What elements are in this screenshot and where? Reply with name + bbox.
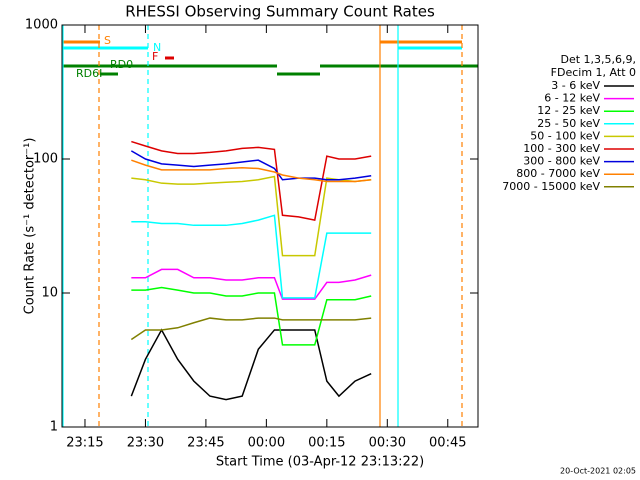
y-tick-label: 100: [33, 152, 58, 167]
annotation: S: [104, 34, 111, 47]
annotation: N: [153, 41, 161, 54]
x-tick-label: 23:15: [66, 436, 103, 451]
y-tick-label: 1000: [25, 18, 58, 33]
series-line: [131, 175, 372, 257]
annotation: F: [152, 50, 158, 63]
annotation: RD0: [110, 58, 133, 71]
series-line: [131, 268, 372, 300]
state-lines: [62, 25, 463, 427]
y-axis-label: Count Rate (s⁻¹ detector⁻¹): [23, 138, 38, 315]
legend-header: Det 1,3,5,6,9,: [560, 53, 636, 66]
series-line: [131, 286, 372, 346]
y-tick-label: 1: [50, 420, 58, 435]
x-tick-label: 00:45: [429, 436, 466, 451]
legend-label: 25 - 50 keV: [537, 117, 600, 130]
legend-label: 3 - 6 keV: [551, 79, 600, 92]
y-tick-label: 10: [41, 286, 58, 301]
annotation: RD6I: [76, 67, 102, 80]
legend-label: 50 - 100 keV: [530, 129, 600, 142]
series-line: [131, 214, 372, 299]
series-line: [131, 159, 372, 183]
series-line: [130, 150, 372, 181]
series-line: [130, 328, 372, 401]
x-tick-label: 00:00: [248, 436, 285, 451]
x-tick-label: 00:15: [308, 436, 345, 451]
legend-header: FDecim 1, Att 0: [551, 66, 636, 79]
x-axis-label: Start Time (03-Apr-12 23:13:22): [216, 455, 424, 470]
series-line: [131, 140, 372, 221]
legend-label: 7000 - 15000 keV: [502, 180, 600, 193]
chart-title: RHESSI Observing Summary Count Rates: [125, 3, 435, 21]
legend-label: 6 - 12 keV: [544, 92, 600, 105]
state-bars: [62, 40, 478, 76]
footer: 20-Oct-2021 02:05: [560, 467, 636, 476]
legend-label: 800 - 7000 keV: [516, 167, 600, 180]
legend-label: 100 - 300 keV: [523, 142, 600, 155]
plot-frame: [61, 24, 479, 428]
x-tick-label: 00:30: [369, 436, 406, 451]
legend-label: 12 - 25 keV: [537, 104, 600, 117]
x-tick-label: 23:30: [127, 436, 164, 451]
x-tick-label: 23:45: [187, 436, 224, 451]
legend-label: 300 - 800 keV: [523, 155, 600, 168]
series-line: [130, 317, 372, 341]
